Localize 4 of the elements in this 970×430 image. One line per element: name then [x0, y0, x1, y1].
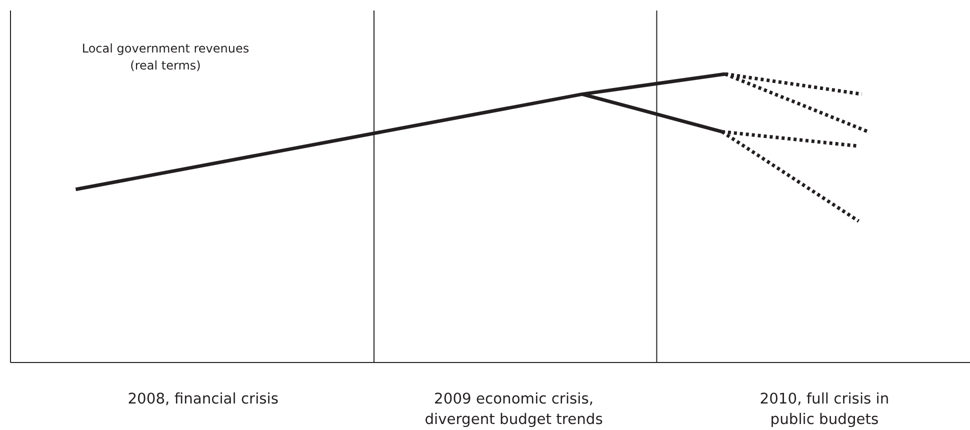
text: Local government revenues (real terms) — [82, 42, 250, 72]
x-tick-label: 2010, full crisis in public budgets — [760, 390, 890, 428]
x-tick-label: 2009 economic crisis, divergent budget trends — [424, 390, 603, 428]
x-tick-label: 2008, financial crisis — [128, 390, 278, 408]
